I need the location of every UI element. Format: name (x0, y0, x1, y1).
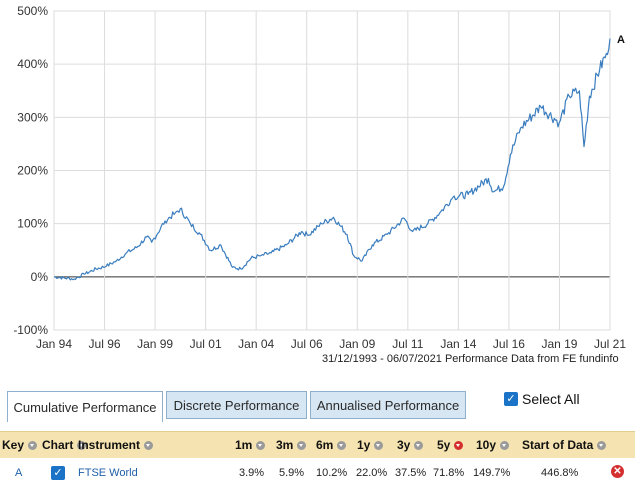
chart-source-note: 31/12/1993 - 06/07/2021 Performance Data… (322, 353, 619, 365)
row-5y: 71.8% (433, 467, 465, 479)
x-tick-label: Jul 21 (594, 337, 626, 351)
x-axis-ticks: Jan 94 Jul 96 Jan 99 Jul 01 Jan 04 Jul 06 Jan … (36, 337, 626, 351)
x-tick-label: Jul 01 (190, 337, 222, 351)
sort-active-icon[interactable] (454, 440, 464, 450)
column-header-start-of-data[interactable]: Start of Data (522, 438, 607, 452)
sort-icon[interactable] (77, 440, 87, 450)
row-start-of-data: 446.8% (541, 467, 579, 479)
row-3m: 5.9% (279, 467, 305, 479)
column-header-chart[interactable]: Chart (42, 438, 87, 452)
y-tick-label: 400% (17, 57, 48, 71)
table-row: A ✓ FTSE World 3.9% 5.9% 10.2% 22.0% 37.… (0, 457, 635, 487)
x-tick-label: Jan 04 (238, 337, 274, 351)
y-tick-label: 100% (17, 217, 48, 231)
column-header-5y[interactable]: 5y (437, 438, 464, 452)
select-all-toggle[interactable]: ✓ Select All (504, 391, 580, 407)
x-tick-label: Jul 11 (392, 337, 423, 351)
row-1m: 3.9% (239, 467, 265, 479)
y-tick-label: 500% (17, 4, 48, 18)
x-tick-label: Jan 19 (541, 337, 577, 351)
sort-icon[interactable] (337, 440, 347, 450)
chart-grid (53, 10, 611, 331)
tab-annualised-performance[interactable]: Annualised Performance (310, 391, 466, 419)
row-10y: 149.7% (473, 467, 511, 479)
tab-label: Discrete Performance (173, 397, 300, 413)
x-tick-label: Jan 94 (36, 337, 72, 351)
sort-icon[interactable] (597, 440, 607, 450)
table-header: Key Chart Instrument 1m 3m 6m 1y 3y 5y 1… (0, 431, 635, 458)
remove-row-icon[interactable]: ✕ (611, 465, 624, 478)
column-header-6m[interactable]: 6m (316, 438, 347, 452)
row-key: A (15, 467, 23, 479)
select-all-label: Select All (522, 391, 580, 407)
sort-icon[interactable] (374, 440, 384, 450)
sort-icon[interactable] (500, 440, 510, 450)
tab-label: Cumulative Performance (13, 399, 157, 415)
row-1y: 22.0% (356, 467, 388, 479)
sort-icon[interactable] (256, 440, 266, 450)
sort-icon[interactable] (28, 440, 38, 450)
y-axis-ticks: 500% 400% 300% 200% 100% 0% -100% (13, 4, 48, 337)
column-header-key[interactable]: Key (2, 438, 38, 452)
column-header-1y[interactable]: 1y (357, 438, 384, 452)
y-tick-label: -100% (13, 323, 48, 337)
x-tick-label: Jul 06 (291, 337, 323, 351)
column-header-1m[interactable]: 1m (235, 438, 266, 452)
row-instrument-link[interactable]: FTSE World (78, 467, 138, 479)
series-line (54, 38, 611, 281)
x-tick-label: Jan 99 (137, 337, 173, 351)
series-line-A (54, 38, 611, 281)
sort-icon[interactable] (297, 440, 307, 450)
y-tick-label: 0% (31, 270, 49, 284)
row-3y: 37.5% (395, 467, 427, 479)
column-header-10y[interactable]: 10y (476, 438, 510, 452)
y-tick-label: 200% (17, 164, 48, 178)
x-tick-label: Jan 09 (339, 337, 375, 351)
row-chart-checkbox[interactable]: ✓ (51, 466, 65, 480)
column-header-instrument[interactable]: Instrument (78, 438, 154, 452)
select-all-checkbox[interactable]: ✓ (504, 392, 518, 406)
x-tick-label: Jul 16 (493, 337, 525, 351)
tab-cumulative-performance[interactable]: Cumulative Performance (7, 391, 163, 422)
performance-chart: 500% 400% 300% 200% 100% 0% -100% Jan 94 Jul 96… (13, 4, 626, 351)
x-tick-label: Jan 14 (440, 337, 476, 351)
tab-discrete-performance[interactable]: Discrete Performance (166, 391, 307, 419)
sort-icon[interactable] (414, 440, 424, 450)
column-header-3y[interactable]: 3y (397, 438, 424, 452)
series-end-label: A (617, 34, 625, 46)
row-6m: 10.2% (316, 467, 348, 479)
tab-label: Annualised Performance (316, 397, 460, 413)
column-header-3m[interactable]: 3m (276, 438, 307, 452)
x-tick-label: Jul 96 (89, 337, 121, 351)
y-tick-label: 300% (17, 110, 48, 124)
sort-icon[interactable] (144, 440, 154, 450)
